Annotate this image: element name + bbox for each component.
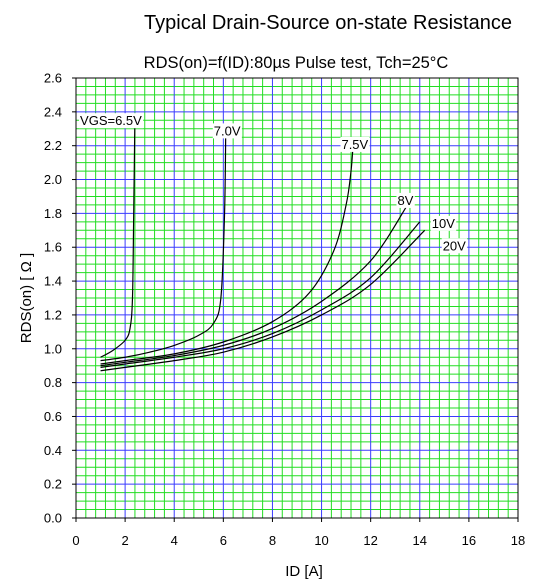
x-axis-label: ID [A]: [285, 563, 323, 580]
series-line-7-0v: [100, 125, 227, 362]
y-tick-label: 0.4: [44, 443, 62, 458]
grid: [76, 78, 518, 518]
y-tick-label: 2.6: [44, 71, 62, 86]
y-tick-label: 2.4: [44, 104, 62, 119]
series-label-vgs-6-5v: VGS=6.5V: [80, 113, 142, 128]
series-label-background: [430, 215, 457, 231]
series-line-7-5v: [100, 138, 355, 365]
x-tick-label: 6: [220, 533, 227, 548]
series-label-7-0v: 7.0V: [214, 123, 241, 138]
plot-frame: [75, 77, 519, 519]
y-tick-label: 2.0: [44, 172, 62, 187]
chart-subtitle: RDS(on)=f(ID):80µs Pulse test, Tch=25°C: [144, 54, 449, 72]
y-axis-label: RDS(on) [ Ω ]: [18, 253, 35, 343]
curves: [100, 115, 426, 372]
x-tick-label: 14: [413, 533, 427, 548]
chart-title: Typical Drain-Source on-state Resistance: [144, 12, 512, 34]
y-tick-label: 1.0: [44, 341, 62, 356]
y-tick-label: 1.4: [44, 274, 62, 289]
x-tick-label: 10: [314, 533, 328, 548]
x-tick-labels: 0 2 4 6 8 10 12 14 16 18: [72, 518, 525, 548]
y-tick-label: 1.8: [44, 206, 62, 221]
series-label-background: [212, 123, 242, 139]
y-tick-label: 0.0: [44, 511, 62, 526]
series-label-background: [340, 136, 370, 152]
y-tick-label: 0.6: [44, 409, 62, 424]
y-tick-labels: 0.0 0.2 0.4 0.6 0.8 1.0 1.2 1.4 1.6 1.8 2.0 2.2 2.4 2…: [44, 71, 76, 526]
series-label-20v: 20V: [443, 238, 466, 253]
x-tick-label: 2: [121, 533, 128, 548]
x-tick-label: 18: [511, 533, 525, 548]
y-tick-label: 0.2: [44, 477, 62, 492]
x-tick-label: 8: [269, 533, 276, 548]
series-label-8v: 8V: [398, 193, 414, 208]
series-label-background: [441, 238, 468, 254]
series-line-20v: [100, 229, 426, 372]
y-tick-label: 0.8: [44, 375, 62, 390]
curve-labels: VGS=6.5V 7.0V 7.5V 8V 10V 20V: [79, 113, 468, 254]
series-label-7-5v: 7.5V: [341, 137, 368, 152]
y-tick-label: 1.6: [44, 240, 62, 255]
x-tick-label: 12: [363, 533, 377, 548]
y-tick-label: 2.2: [44, 138, 62, 153]
x-tick-label: 16: [462, 533, 476, 548]
series-label-background: [79, 113, 144, 129]
series-label-background: [396, 192, 415, 208]
series-line-vgs-6-5v: [100, 115, 136, 358]
y-tick-label: 1.2: [44, 307, 62, 322]
series-line-10v: [100, 221, 421, 368]
x-tick-label: 0: [72, 533, 79, 548]
x-tick-label: 4: [171, 533, 178, 548]
series-label-10v: 10V: [432, 216, 455, 231]
series-line-8v: [100, 204, 409, 367]
